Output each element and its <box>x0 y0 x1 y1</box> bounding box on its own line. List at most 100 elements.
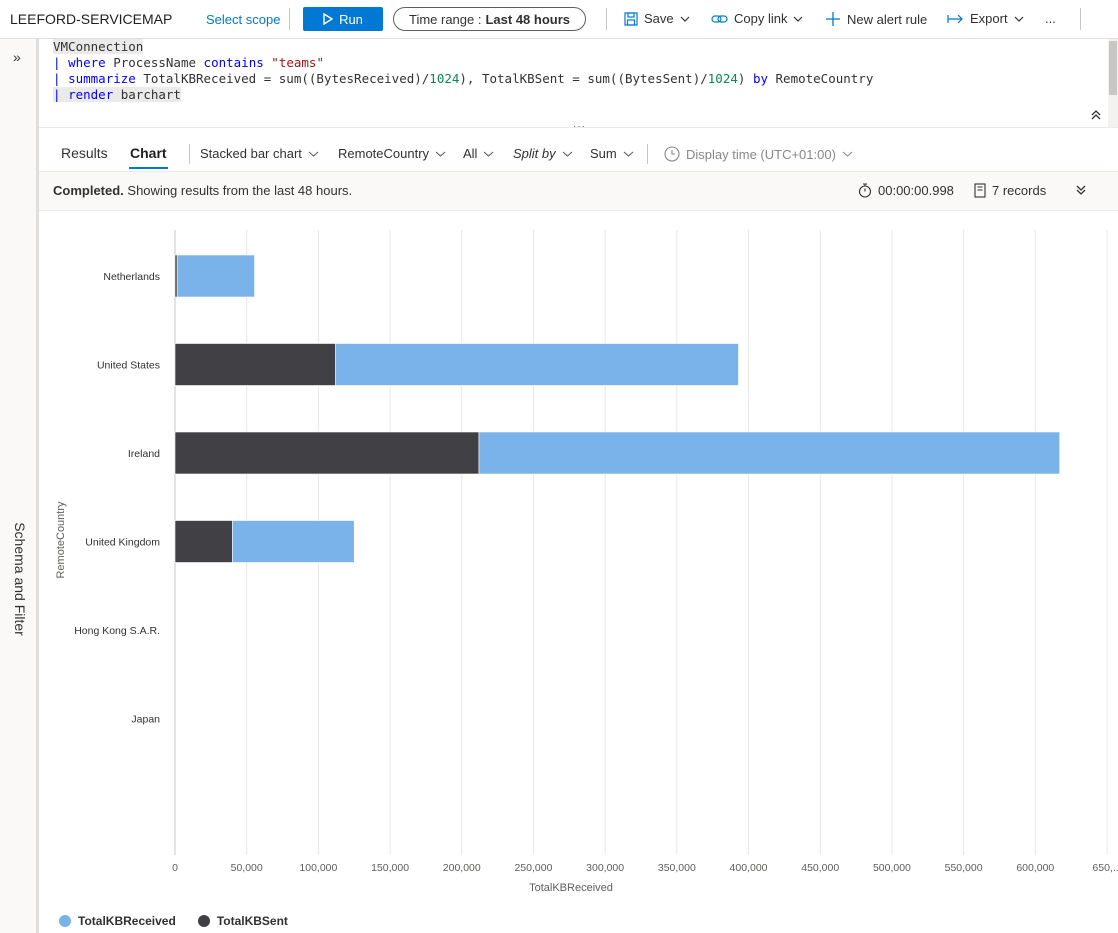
x-tick-label: 250,000 <box>514 862 552 874</box>
bar-segment-totalkbsent <box>174 431 480 475</box>
legend-label: TotalKBSent <box>216 914 288 928</box>
x-tick-label: 650,... <box>1092 862 1118 874</box>
x-axis-title: TotalKBReceived <box>529 882 613 894</box>
toolbar-divider <box>606 8 607 30</box>
chevron-down-icon <box>435 151 446 157</box>
bar-segment-totalkbreceived <box>335 343 739 386</box>
time-range-picker[interactable]: Time range : Last 48 hours <box>393 7 586 31</box>
tab-results[interactable]: Results <box>61 145 108 161</box>
clock-icon <box>664 146 680 162</box>
x-tick-label: 450,000 <box>801 862 839 874</box>
time-range-value: Last 48 hours <box>485 11 571 27</box>
x-tick-label: 500,000 <box>873 862 911 874</box>
chevron-down-icon <box>1014 16 1024 22</box>
save-label: Save <box>644 11 674 26</box>
y-column-dropdown[interactable]: All <box>463 146 494 161</box>
x-tick-label: 300,000 <box>586 862 624 874</box>
chevron-down-icon <box>308 151 319 157</box>
toolbar-divider <box>289 8 290 30</box>
editor-scrollbar[interactable] <box>1108 39 1118 127</box>
y-category-label: Netherlands <box>103 271 160 283</box>
run-label: Run <box>339 11 363 27</box>
chart-options-bar: Results Chart Stacked bar chart RemoteCo… <box>39 136 1118 170</box>
legend-item[interactable]: TotalKBReceived <box>59 914 176 928</box>
legend-item[interactable]: TotalKBSent <box>197 914 288 928</box>
legend-dot-icon <box>59 915 71 927</box>
query-line: VMConnection <box>53 39 144 54</box>
x-tick-label: 150,000 <box>371 862 409 874</box>
split-by-dropdown[interactable]: Split by <box>513 146 573 161</box>
link-icon <box>711 14 728 23</box>
records-count: 7 records <box>974 183 1046 198</box>
display-time-dropdown[interactable]: Display time (UTC+01:00) <box>664 146 853 162</box>
new-alert-label: New alert rule <box>847 11 928 27</box>
collapse-editor-icon[interactable] <box>1090 109 1102 121</box>
chart-type-dropdown[interactable]: Stacked bar chart <box>200 146 319 161</box>
y-category-label: United Kingdom <box>85 537 160 549</box>
options-divider <box>189 144 190 164</box>
x-tick-label: 0 <box>172 862 178 874</box>
run-button[interactable]: Run <box>303 7 383 31</box>
expand-double-chevron-icon[interactable]: » <box>13 49 21 65</box>
chevron-down-icon <box>562 151 573 157</box>
expand-details-icon[interactable] <box>1075 184 1087 196</box>
more-label: ... <box>1045 11 1056 26</box>
status-message: Completed. Showing results from the last… <box>53 183 353 198</box>
export-button[interactable]: Export <box>947 11 1024 26</box>
more-options-button[interactable]: ... <box>1045 11 1056 26</box>
bar-segment-totalkbsent <box>174 254 178 298</box>
chevron-down-icon <box>680 16 690 22</box>
select-scope-link[interactable]: Select scope <box>206 12 281 27</box>
play-icon <box>323 13 334 25</box>
query-line: | summarize TotalKBReceived = sum((Bytes… <box>53 71 874 86</box>
chevron-down-icon <box>623 151 634 157</box>
time-range-label: Time range : <box>408 11 482 27</box>
save-icon <box>624 11 638 26</box>
stacked-bar-chart: 0 50,000 100,000 150,000 200,000 250,000 300,0… <box>55 230 1118 894</box>
plus-icon <box>826 12 840 26</box>
bar-segment-totalkbreceived <box>232 520 355 563</box>
export-label: Export <box>970 11 1008 26</box>
bar-segment-totalkbsent <box>174 520 233 563</box>
query-duration: 00:00:00.998 <box>858 183 954 198</box>
chevron-down-icon <box>484 151 494 157</box>
resize-handle-icon[interactable]: ··· <box>573 121 586 132</box>
x-tick-label: 100,000 <box>299 862 337 874</box>
query-line: | where ProcessName contains "teams" <box>53 55 324 70</box>
query-status-bar: Completed. Showing results from the last… <box>39 171 1118 211</box>
document-icon <box>974 183 986 198</box>
y-category-label: Japan <box>131 714 160 726</box>
aggregation-dropdown[interactable]: Sum <box>590 146 634 161</box>
toolbar-divider <box>1080 8 1081 30</box>
x-tick-label: 400,000 <box>730 862 768 874</box>
bar-segment-totalkbreceived <box>176 254 255 298</box>
query-line: | render barchart <box>53 87 181 102</box>
x-column-dropdown[interactable]: RemoteCountry <box>338 146 446 161</box>
x-tick-label: 200,000 <box>443 862 481 874</box>
x-tick-label: 350,000 <box>658 862 696 874</box>
legend-dot-icon <box>197 915 210 927</box>
y-category-label: United States <box>97 360 160 372</box>
y-category-label: Ireland <box>128 448 160 460</box>
export-arrow-icon <box>947 14 963 23</box>
chart-panel: 0 50,000 100,000 150,000 200,000 250,000 300,0… <box>39 210 1118 933</box>
legend-label: TotalKBReceived <box>78 914 176 928</box>
schema-filter-rail[interactable]: » Schema and Filter <box>0 39 39 933</box>
tab-chart[interactable]: Chart <box>129 145 168 169</box>
new-alert-rule-button[interactable]: New alert rule <box>825 11 927 27</box>
save-button[interactable]: Save <box>624 11 690 26</box>
schema-filter-label: Schema and Filter <box>12 522 28 636</box>
query-editor[interactable]: VMConnection | where ProcessName contain… <box>39 39 1118 128</box>
x-tick-label: 50,000 <box>231 862 263 874</box>
bar-segment-totalkbsent <box>174 343 336 386</box>
copy-link-label: Copy link <box>734 11 788 26</box>
x-tick-label: 550,000 <box>945 862 983 874</box>
chart-legend: TotalKBReceived TotalKBSent <box>59 914 288 928</box>
stopwatch-icon <box>858 183 872 198</box>
y-axis-title: RemoteCountry <box>55 501 67 579</box>
workspace-name: LEEFORD-SERVICEMAP <box>10 11 173 27</box>
x-tick-label: 600,000 <box>1016 862 1054 874</box>
top-toolbar: LEEFORD-SERVICEMAP Select scope Run Time… <box>0 0 1118 39</box>
copy-link-button[interactable]: Copy link <box>711 11 803 26</box>
y-category-label: Hong Kong S.A.R. <box>74 625 160 637</box>
